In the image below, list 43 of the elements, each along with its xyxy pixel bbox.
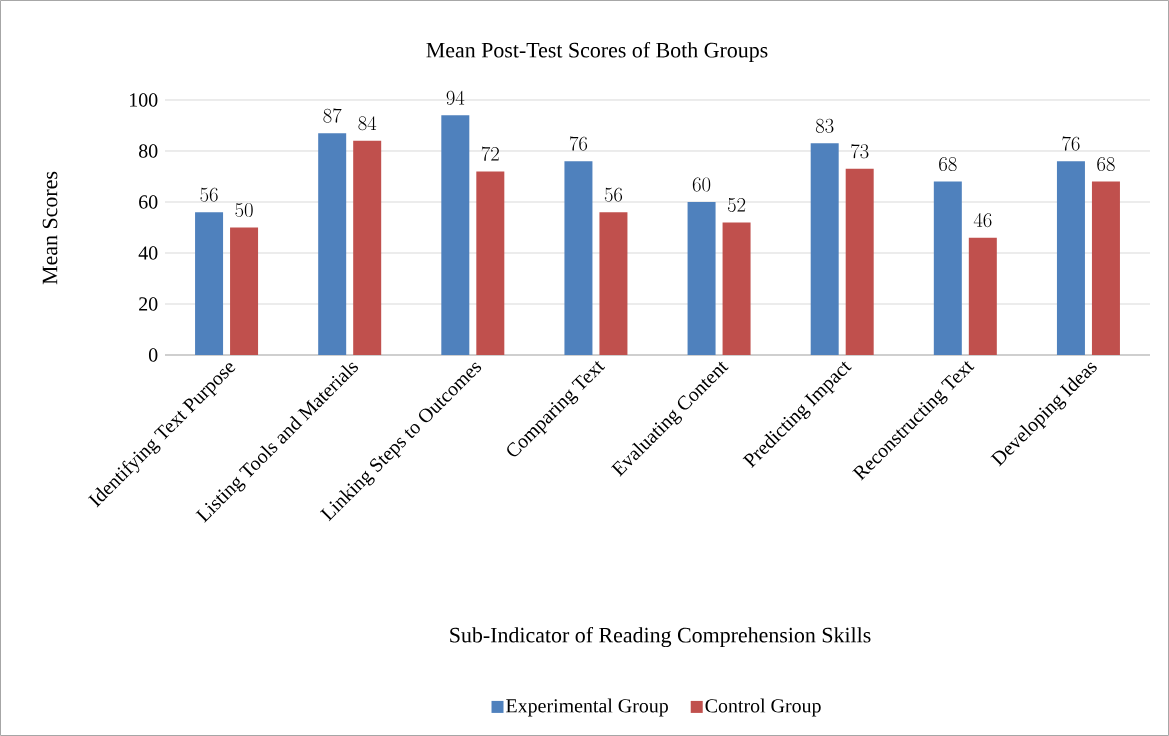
data-label: 46 xyxy=(973,213,992,228)
data-label: 94 xyxy=(446,90,465,105)
y-tick-label: 40 xyxy=(138,246,158,260)
data-label: 76 xyxy=(1062,136,1080,151)
bar xyxy=(845,168,874,355)
data-label: 56 xyxy=(604,187,623,202)
data-label: 83 xyxy=(815,118,834,133)
y-tick-label: 20 xyxy=(139,297,158,311)
data-label: 68 xyxy=(1097,157,1115,172)
bar xyxy=(933,181,962,355)
data-label: 68 xyxy=(939,157,957,172)
bar xyxy=(195,212,224,355)
data-label: 56 xyxy=(200,187,218,202)
data-label: 76 xyxy=(569,136,588,151)
bar xyxy=(353,140,382,355)
bar xyxy=(564,161,593,355)
bar xyxy=(968,237,997,355)
data-label: 50 xyxy=(235,203,253,217)
y-tick-label: 100 xyxy=(130,93,158,107)
bar xyxy=(687,202,716,355)
y-tick-label: 0 xyxy=(148,348,158,362)
legend-label: Control Group xyxy=(705,698,821,717)
chart-title: Mean Post-Test Scores of Both Groups xyxy=(426,41,768,63)
bar xyxy=(230,227,259,355)
data-label: 60 xyxy=(692,177,711,192)
bar xyxy=(1091,181,1120,355)
bar xyxy=(599,212,628,355)
y-tick-label: 60 xyxy=(139,195,158,209)
data-label: 84 xyxy=(358,116,377,131)
bar xyxy=(318,133,347,355)
legend-label: Experimental Group xyxy=(506,698,668,717)
data-label: 73 xyxy=(851,144,869,159)
bar xyxy=(722,222,751,355)
y-axis-title: Mean Scores xyxy=(42,171,58,285)
data-label: 87 xyxy=(323,108,342,123)
data-label: 72 xyxy=(481,146,499,161)
bar xyxy=(476,171,505,355)
y-tick-label: 80 xyxy=(139,144,158,158)
bar xyxy=(441,115,470,355)
bar xyxy=(810,143,839,355)
x-axis-title: Sub-Indicator of Reading Comprehension Skills xyxy=(450,626,871,648)
data-label: 52 xyxy=(727,197,746,212)
bar xyxy=(1056,161,1085,355)
